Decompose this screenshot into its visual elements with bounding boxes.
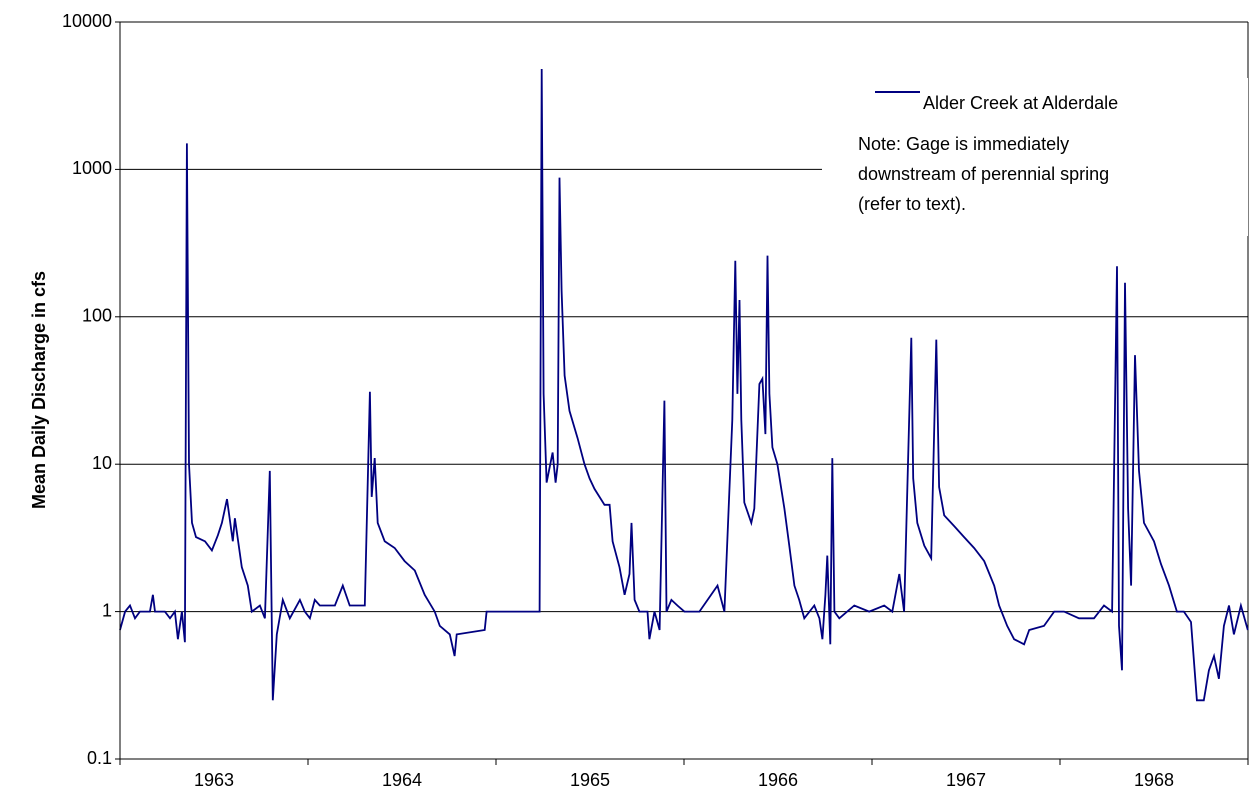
y-tick-label: 1 <box>102 600 112 620</box>
y-tick-label: 0.1 <box>87 748 112 768</box>
x-tick-label: 1965 <box>570 770 610 790</box>
y-tick-label: 1000 <box>72 158 112 178</box>
x-tick-label: 1966 <box>758 770 798 790</box>
y-tick-label: 10 <box>92 453 112 473</box>
y-tick-label: 10000 <box>62 11 112 31</box>
legend-box <box>822 78 1248 236</box>
y-tick-label: 100 <box>82 306 112 326</box>
annotation: downstream of perennial spring <box>858 164 1109 184</box>
x-tick-label: 1964 <box>382 770 422 790</box>
y-axis-label: Mean Daily Discharge in cfs <box>29 271 49 509</box>
x-tick-label: 1968 <box>1134 770 1174 790</box>
x-tick-label: 1963 <box>194 770 234 790</box>
x-tick-label: 1967 <box>946 770 986 790</box>
legend-label: Alder Creek at Alderdale <box>923 93 1118 113</box>
annotation: (refer to text). <box>858 194 966 214</box>
data-line <box>119 68 1249 702</box>
annotation: Note: Gage is immediately <box>858 134 1069 154</box>
